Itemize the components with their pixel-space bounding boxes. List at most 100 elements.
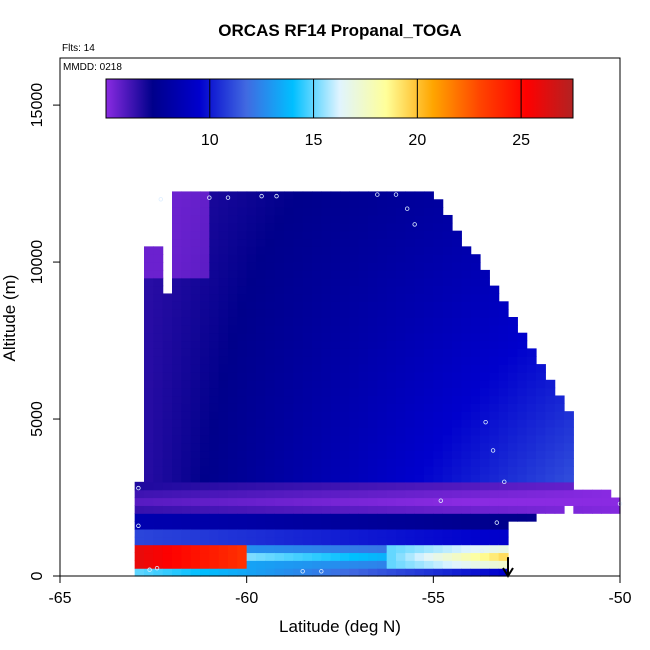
field-cell: [368, 285, 378, 295]
field-cell: [190, 262, 201, 271]
field-cell: [321, 536, 332, 546]
field-cell: [405, 285, 416, 295]
field-cell: [190, 505, 201, 514]
field-cell: [470, 489, 481, 499]
field-cell: [312, 371, 322, 381]
field-cell: [405, 481, 416, 491]
field-cell: [330, 419, 341, 428]
field-cell: [190, 568, 201, 577]
field-cell: [386, 317, 397, 326]
field-cell: [321, 513, 332, 522]
field-cell: [442, 528, 453, 538]
date-label: MMDD: 0218: [63, 62, 122, 73]
field-cell: [396, 521, 406, 530]
field-cell: [293, 450, 304, 459]
field-cell: [162, 317, 173, 326]
field-cell: [349, 324, 360, 334]
field-cell: [480, 505, 490, 514]
field-cell: [256, 419, 266, 428]
field-cell: [349, 364, 360, 373]
field-cell: [433, 513, 444, 522]
field-cell: [302, 379, 313, 389]
field-cell: [246, 481, 257, 491]
field-cell: [377, 450, 388, 459]
field-cell: [284, 458, 294, 467]
field-cell: [452, 285, 462, 295]
field-cell: [452, 332, 462, 342]
field-cell: [461, 293, 472, 302]
field-cell: [480, 568, 490, 577]
field-cell: [181, 489, 192, 499]
field-cell: [368, 332, 378, 342]
field-cell: [209, 364, 220, 373]
field-cell: [377, 434, 388, 444]
field-cell: [508, 419, 518, 428]
field-cell: [508, 317, 518, 326]
field-cell: [330, 309, 341, 318]
field-cell: [368, 230, 378, 240]
field-cell: [452, 246, 462, 255]
field-cell: [181, 528, 192, 538]
field-cell: [218, 340, 229, 349]
field-cell: [414, 528, 425, 538]
field-cell: [228, 309, 238, 318]
field-cell: [172, 309, 182, 318]
field-cell: [330, 505, 341, 514]
field-cell: [442, 277, 453, 287]
field-cell: [452, 364, 462, 373]
field-cell: [321, 285, 332, 295]
field-cell: [470, 458, 481, 467]
field-cell: [470, 277, 481, 287]
field-cell: [181, 340, 192, 349]
field-cell: [358, 442, 369, 452]
field-cell: [386, 513, 397, 522]
field-cell: [321, 207, 332, 216]
field-cell: [228, 434, 238, 444]
field-cell: [470, 544, 481, 554]
field-cell: [284, 199, 294, 208]
field-cell: [470, 568, 481, 577]
field-cell: [340, 356, 350, 365]
field-cell: [190, 246, 201, 255]
field-cell: [433, 521, 444, 530]
field-cell: [265, 246, 276, 255]
field-cell: [321, 528, 332, 538]
field-cell: [200, 466, 210, 475]
field-cell: [358, 450, 369, 459]
field-cell: [368, 309, 378, 318]
field-cell: [405, 450, 416, 459]
field-cell: [209, 222, 220, 232]
field-cell: [508, 458, 518, 467]
field-cell: [424, 528, 434, 538]
field-cell: [256, 387, 266, 397]
field-cell: [181, 395, 192, 404]
field-cell: [274, 356, 285, 365]
field-cell: [153, 521, 164, 530]
field-cell: [284, 371, 294, 381]
field-cell: [433, 379, 444, 389]
field-cell: [433, 395, 444, 404]
field-cell: [153, 395, 164, 404]
field-cell: [424, 560, 434, 569]
field-cell: [405, 536, 416, 546]
field-cell: [256, 317, 266, 326]
field-cell: [237, 489, 248, 499]
field-cell: [153, 568, 164, 577]
field-cell: [405, 442, 416, 452]
field-cell: [274, 466, 285, 475]
field-cell: [358, 332, 369, 342]
field-cell: [340, 426, 350, 436]
field-cell: [190, 481, 201, 491]
field-cell: [190, 317, 201, 326]
field-cell: [284, 497, 294, 506]
field-cell: [517, 497, 528, 506]
field-cell: [424, 434, 434, 444]
field-cell: [489, 332, 500, 342]
field-cell: [340, 497, 350, 506]
sample-point: [136, 485, 141, 491]
field-cell: [218, 207, 229, 216]
field-cell: [386, 497, 397, 506]
field-cell: [470, 364, 481, 373]
field-cell: [321, 411, 332, 420]
field-cell: [414, 199, 425, 208]
